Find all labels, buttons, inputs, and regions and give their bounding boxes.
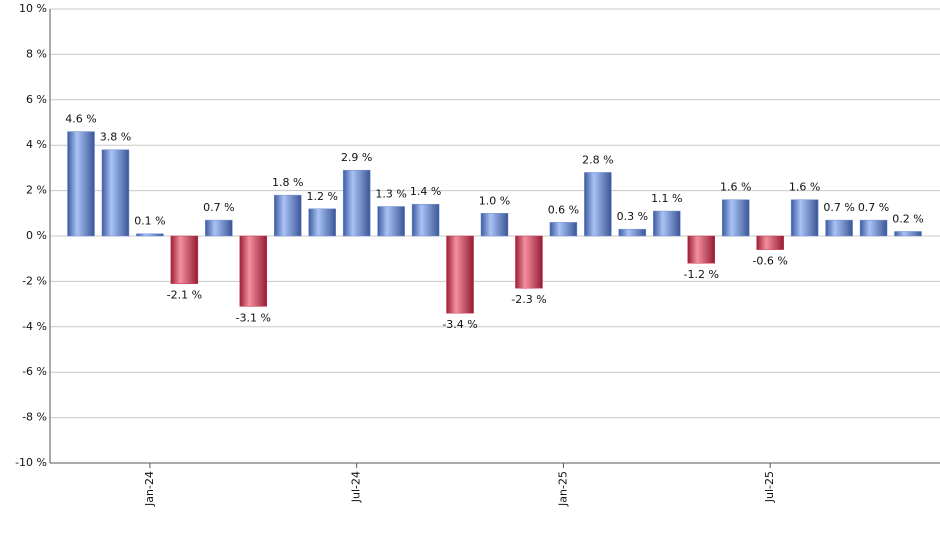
value-label: 1.2 % (306, 190, 337, 203)
y-tick-label: 0 % (26, 229, 47, 242)
y-tick-label: -2 % (22, 274, 47, 287)
bar (515, 235, 543, 289)
bar (721, 199, 750, 237)
bar (584, 172, 612, 237)
value-label: 1.1 % (651, 192, 682, 205)
bar (446, 235, 474, 314)
value-label: -1.2 % (684, 268, 719, 281)
value-label: 1.6 % (720, 181, 751, 194)
x-tick-label: Jan-25 (556, 471, 569, 507)
bar (308, 208, 336, 237)
y-tick-label: -6 % (22, 365, 47, 378)
bar (274, 194, 302, 237)
value-label: 2.9 % (341, 151, 372, 164)
y-tick-label: 4 % (26, 138, 47, 151)
x-tick-label: Jan-24 (143, 471, 156, 507)
value-label: 4.6 % (65, 113, 96, 126)
bar (549, 222, 578, 237)
bar (342, 169, 371, 237)
value-label: 0.7 % (203, 201, 234, 214)
value-label: -0.6 % (752, 255, 787, 268)
value-label: 2.8 % (582, 153, 613, 166)
y-tick-label: 2 % (26, 184, 47, 197)
y-tick-label: 10 % (19, 2, 47, 15)
bar (894, 231, 922, 237)
value-label: -3.4 % (442, 318, 477, 331)
value-label: 0.7 % (823, 201, 854, 214)
bar (480, 213, 509, 237)
x-tick-label: Jul-25 (763, 471, 776, 503)
y-tick-label: 6 % (26, 93, 47, 106)
value-label: 0.6 % (548, 203, 579, 216)
bar (687, 235, 715, 264)
value-label: -2.3 % (511, 293, 546, 306)
value-label: -2.1 % (167, 289, 202, 302)
bar (170, 235, 199, 284)
value-label: 0.7 % (858, 201, 889, 214)
bar (239, 235, 268, 307)
value-label: 1.4 % (410, 185, 441, 198)
value-label: 0.3 % (617, 210, 648, 223)
y-tick-label: -4 % (22, 320, 47, 333)
bar (205, 219, 233, 237)
value-label: 3.8 % (100, 131, 131, 144)
bar (411, 203, 440, 237)
value-label: 1.0 % (479, 194, 510, 207)
value-label: 1.6 % (789, 181, 820, 194)
value-label: 1.3 % (375, 187, 406, 200)
y-tick-label: 8 % (26, 47, 47, 60)
value-label: -3.1 % (236, 311, 271, 324)
y-tick-label: -10 % (15, 456, 47, 469)
bar (790, 199, 819, 237)
x-tick-label: Jul-24 (350, 471, 363, 503)
bar (825, 219, 853, 237)
bar (67, 131, 95, 237)
bar (377, 206, 405, 237)
bar (859, 219, 888, 237)
value-label: 0.2 % (892, 212, 923, 225)
bar (756, 235, 784, 250)
bar (136, 233, 164, 237)
y-tick-label: -8 % (22, 411, 47, 424)
bar (653, 210, 681, 237)
bar (618, 228, 647, 237)
value-label: 1.8 % (272, 176, 303, 189)
bar (101, 149, 130, 237)
value-label: 0.1 % (134, 215, 165, 228)
